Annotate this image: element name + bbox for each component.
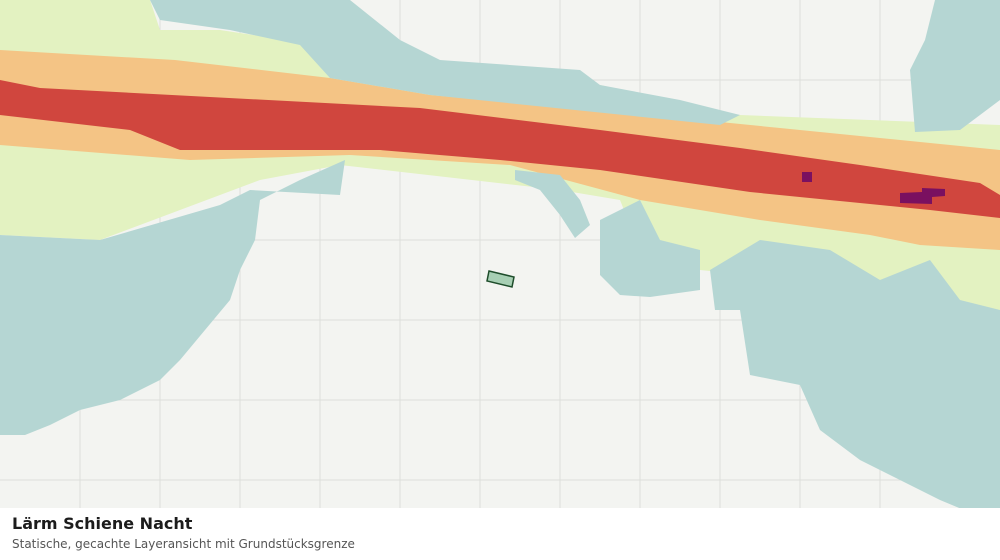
quiet-zone: [910, 0, 1000, 132]
noise-layer: [0, 0, 1000, 508]
quiet-zone: [710, 240, 1000, 508]
quiet-zone: [600, 200, 700, 297]
noise-zone-peak: [900, 188, 945, 204]
quiet-zone: [0, 160, 345, 435]
caption: Lärm Schiene Nacht Statische, gecachte L…: [12, 514, 355, 551]
parcel-boundary: [486, 270, 515, 288]
quiet-zone: [515, 170, 590, 238]
noise-zone-peak: [802, 172, 812, 182]
noise-zone-high: [0, 80, 1000, 218]
map: [0, 0, 1000, 508]
map-title: Lärm Schiene Nacht: [12, 514, 193, 533]
quiet-zone: [150, 0, 740, 125]
map-subtitle: Statische, gecachte Layeransicht mit Gru…: [12, 537, 355, 551]
